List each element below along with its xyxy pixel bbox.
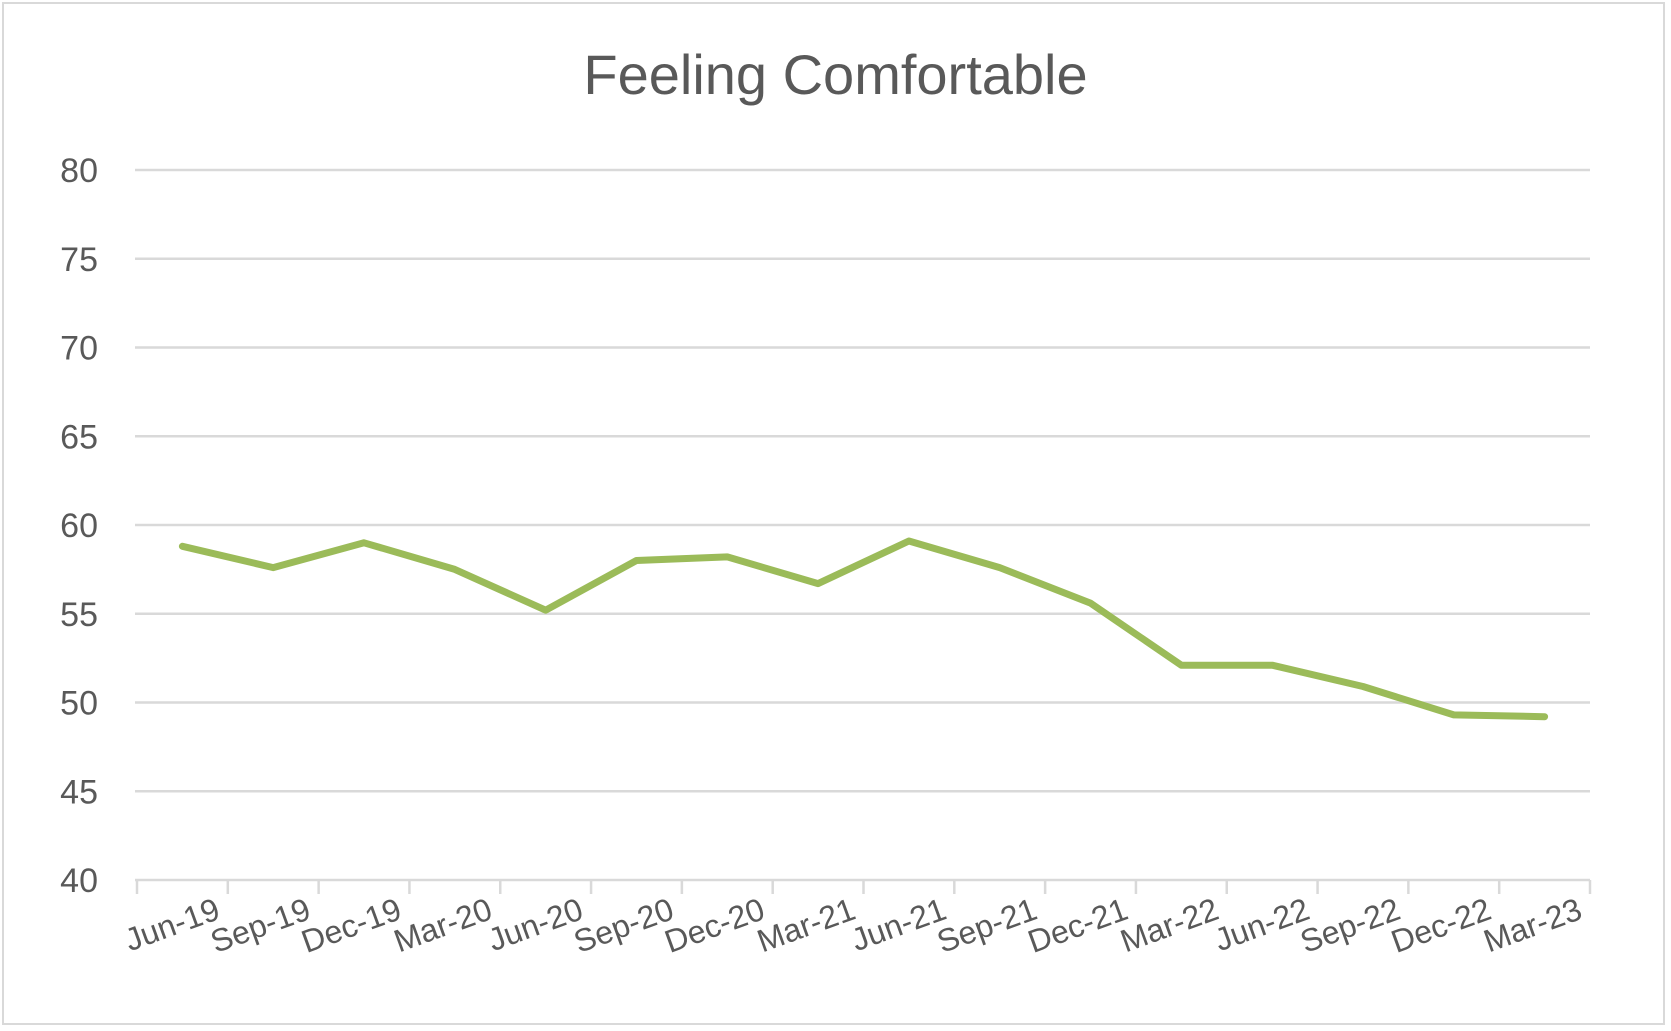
- x-tick-label: Mar-20: [389, 891, 497, 959]
- series-layer: [178, 537, 1549, 721]
- y-tick-label: 40: [60, 862, 98, 900]
- y-tick-label: 45: [60, 773, 98, 811]
- y-tick-label: 70: [60, 330, 98, 368]
- y-tick-label: 80: [60, 152, 98, 190]
- gridlines: [135, 168, 1590, 882]
- chart-title: Feeling Comfortable: [583, 43, 1088, 106]
- x-tick-label: Mar-23: [1479, 891, 1587, 959]
- y-axis-labels: 40 45 50 55 60 65 70 75 80: [60, 152, 98, 900]
- y-tick-label: 60: [60, 507, 98, 545]
- y-tick-label: 50: [60, 685, 98, 723]
- y-tick-label: 65: [60, 418, 98, 456]
- y-tick-label: 55: [60, 596, 98, 634]
- series-line: [178, 537, 1549, 721]
- y-tick-label: 75: [60, 241, 98, 279]
- x-tick-label: Mar-22: [1116, 891, 1224, 959]
- x-axis: Jun-19Sep-19Dec-19Mar-20Jun-20Sep-20Dec-…: [120, 880, 1592, 960]
- x-tick-label: Mar-21: [752, 891, 860, 959]
